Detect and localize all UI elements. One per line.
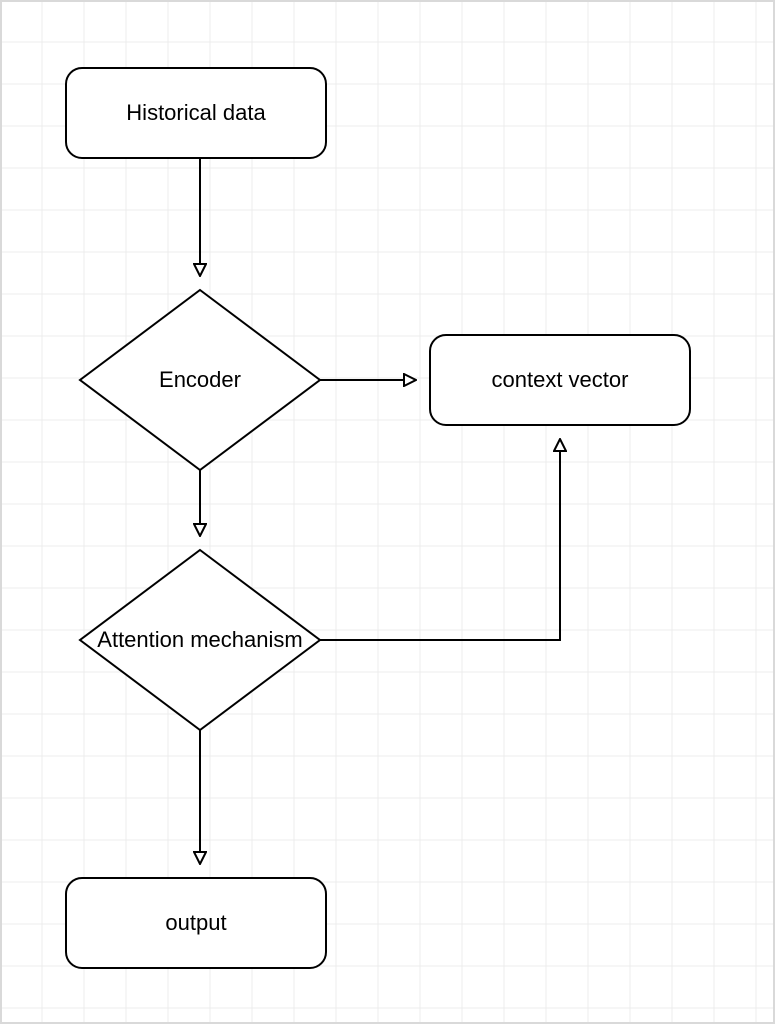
node-output	[66, 878, 326, 968]
node-historical	[66, 68, 326, 158]
node-context	[430, 335, 690, 425]
flowchart-canvas: Historical dataEncodercontext vectorAtte…	[0, 0, 775, 1024]
flowchart-svg	[0, 0, 775, 1024]
